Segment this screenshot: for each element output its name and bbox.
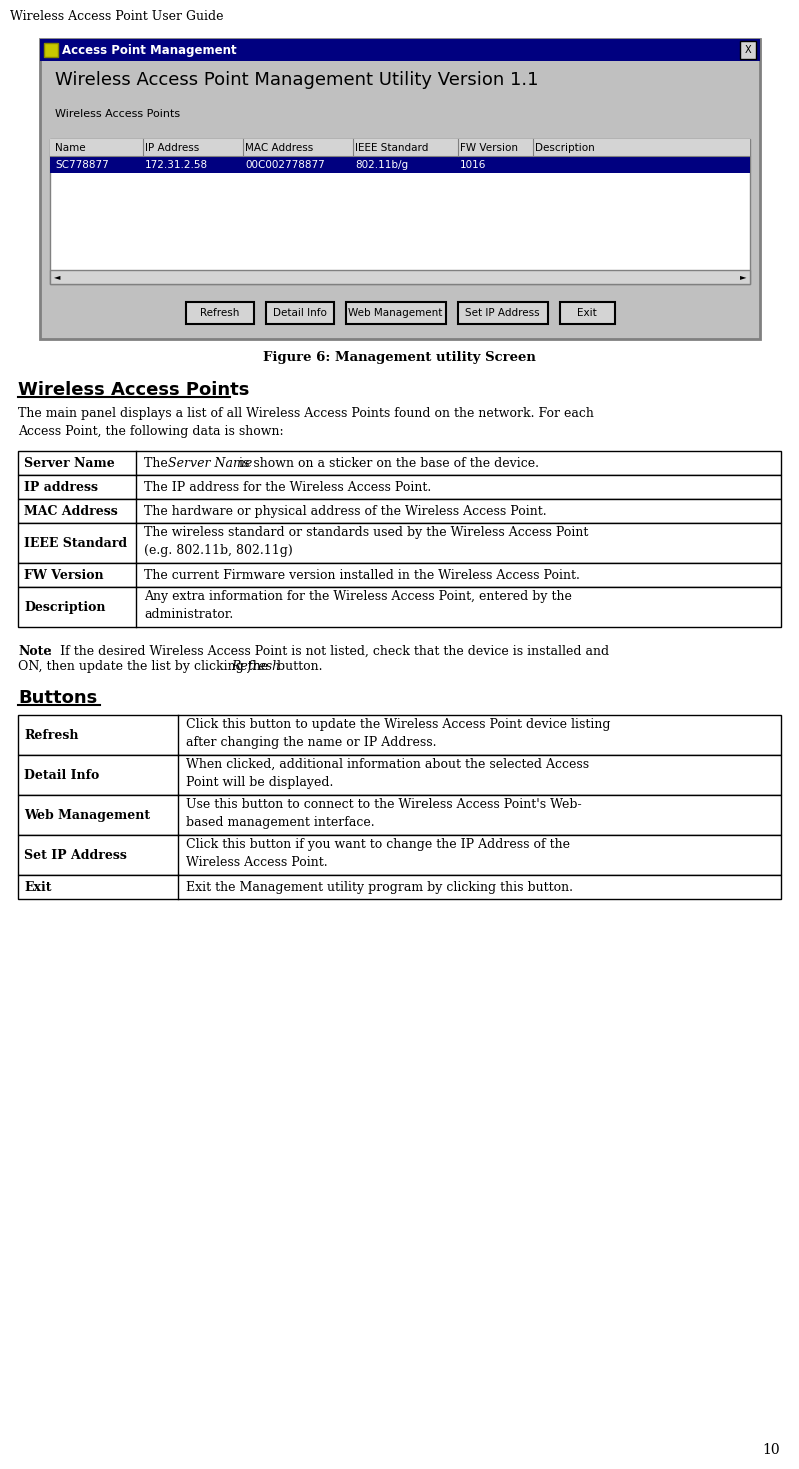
Text: Click this button if you want to change the IP Address of the
Wireless Access Po: Click this button if you want to change … — [186, 837, 570, 868]
Text: Note: Note — [18, 645, 51, 658]
Text: FW Version: FW Version — [460, 142, 518, 153]
Bar — [18, 715, 781, 755]
Text: IEEE Standard: IEEE Standard — [355, 142, 428, 153]
Text: Description: Description — [535, 142, 594, 153]
Text: ON, then update the list by clicking the: ON, then update the list by clicking the — [18, 660, 272, 673]
Text: 00C002778877: 00C002778877 — [245, 160, 324, 170]
Text: Access Point Management: Access Point Management — [62, 44, 237, 56]
Text: Use this button to connect to the Wireless Access Point's Web-
based management : Use this button to connect to the Wirele… — [186, 798, 582, 829]
Text: Server Name: Server Name — [168, 457, 252, 470]
Text: Web Management: Web Management — [348, 308, 443, 317]
Text: SC778877: SC778877 — [55, 160, 109, 170]
Text: Exit the Management utility program by clicking this button.: Exit the Management utility program by c… — [186, 880, 573, 893]
Text: Wireless Access Points: Wireless Access Points — [18, 380, 249, 400]
Text: :  If the desired Wireless Access Point is not listed, check that the device is : : If the desired Wireless Access Point i… — [48, 645, 609, 658]
Text: The: The — [144, 457, 172, 470]
Text: Detail Info: Detail Info — [272, 308, 327, 317]
Text: Name: Name — [55, 142, 85, 153]
Text: The IP address for the Wireless Access Point.: The IP address for the Wireless Access P… — [144, 480, 431, 494]
Bar — [18, 499, 781, 523]
Bar — [50, 270, 750, 284]
Text: X: X — [745, 46, 751, 54]
Text: Set IP Address: Set IP Address — [465, 308, 540, 317]
Bar — [740, 41, 756, 59]
Text: Any extra information for the Wireless Access Point, entered by the
administrato: Any extra information for the Wireless A… — [144, 589, 572, 620]
Text: Server Name: Server Name — [24, 457, 115, 470]
Bar — [18, 755, 781, 795]
Text: IEEE Standard: IEEE Standard — [24, 536, 127, 549]
Text: Wireless Access Point Management Utility Version 1.1: Wireless Access Point Management Utility… — [55, 71, 539, 90]
Text: Buttons: Buttons — [18, 689, 97, 707]
Text: MAC Address: MAC Address — [245, 142, 313, 153]
Bar — [18, 876, 781, 899]
Text: The hardware or physical address of the Wireless Access Point.: The hardware or physical address of the … — [144, 504, 547, 517]
Bar — [458, 303, 547, 325]
Text: Click this button to update the Wireless Access Point device listing
after chang: Click this button to update the Wireless… — [186, 717, 610, 749]
Bar — [18, 523, 781, 563]
Bar — [18, 834, 781, 876]
Bar — [185, 303, 253, 325]
Text: Wireless Access Point User Guide: Wireless Access Point User Guide — [10, 10, 224, 24]
Text: Refresh: Refresh — [231, 660, 280, 673]
Text: button.: button. — [273, 660, 323, 673]
Text: Refresh: Refresh — [200, 308, 239, 317]
Text: When clicked, additional information about the selected Access
Point will be dis: When clicked, additional information abo… — [186, 758, 589, 789]
Text: 802.11b/g: 802.11b/g — [355, 160, 408, 170]
Text: The main panel displays a list of all Wireless Access Points found on the networ: The main panel displays a list of all Wi… — [18, 407, 594, 438]
Text: ►: ► — [740, 273, 746, 282]
Text: FW Version: FW Version — [24, 569, 104, 582]
Bar — [18, 451, 781, 474]
Text: 1016: 1016 — [460, 160, 487, 170]
Text: 10: 10 — [762, 1443, 780, 1457]
Bar — [18, 563, 781, 588]
Text: The wireless standard or standards used by the Wireless Access Point
(e.g. 802.1: The wireless standard or standards used … — [144, 526, 588, 557]
Text: Wireless Access Points: Wireless Access Points — [55, 109, 180, 119]
Text: IP address: IP address — [24, 480, 98, 494]
Bar — [265, 303, 333, 325]
Text: Figure 6: Management utility Screen: Figure 6: Management utility Screen — [263, 351, 535, 364]
Text: Description: Description — [24, 601, 105, 614]
Text: Set IP Address: Set IP Address — [24, 849, 127, 861]
Bar — [18, 474, 781, 499]
Text: Exit: Exit — [577, 308, 597, 317]
Bar — [559, 303, 614, 325]
Text: Refresh: Refresh — [24, 729, 78, 742]
Bar — [40, 40, 760, 62]
Bar — [18, 795, 781, 834]
Text: is shown on a sticker on the base of the device.: is shown on a sticker on the base of the… — [235, 457, 539, 470]
Bar — [50, 140, 750, 156]
Text: 172.31.2.58: 172.31.2.58 — [145, 160, 208, 170]
Text: Web Management: Web Management — [24, 808, 150, 821]
Text: MAC Address: MAC Address — [24, 504, 117, 517]
Text: IP Address: IP Address — [145, 142, 199, 153]
Bar — [50, 140, 750, 284]
Bar — [50, 156, 750, 173]
Bar — [44, 43, 58, 57]
Text: Detail Info: Detail Info — [24, 768, 99, 782]
Text: ◄: ◄ — [54, 273, 60, 282]
Text: Exit: Exit — [24, 880, 51, 893]
Bar — [345, 303, 446, 325]
Text: The current Firmware version installed in the Wireless Access Point.: The current Firmware version installed i… — [144, 569, 580, 582]
Bar — [18, 588, 781, 627]
Bar — [40, 40, 760, 339]
